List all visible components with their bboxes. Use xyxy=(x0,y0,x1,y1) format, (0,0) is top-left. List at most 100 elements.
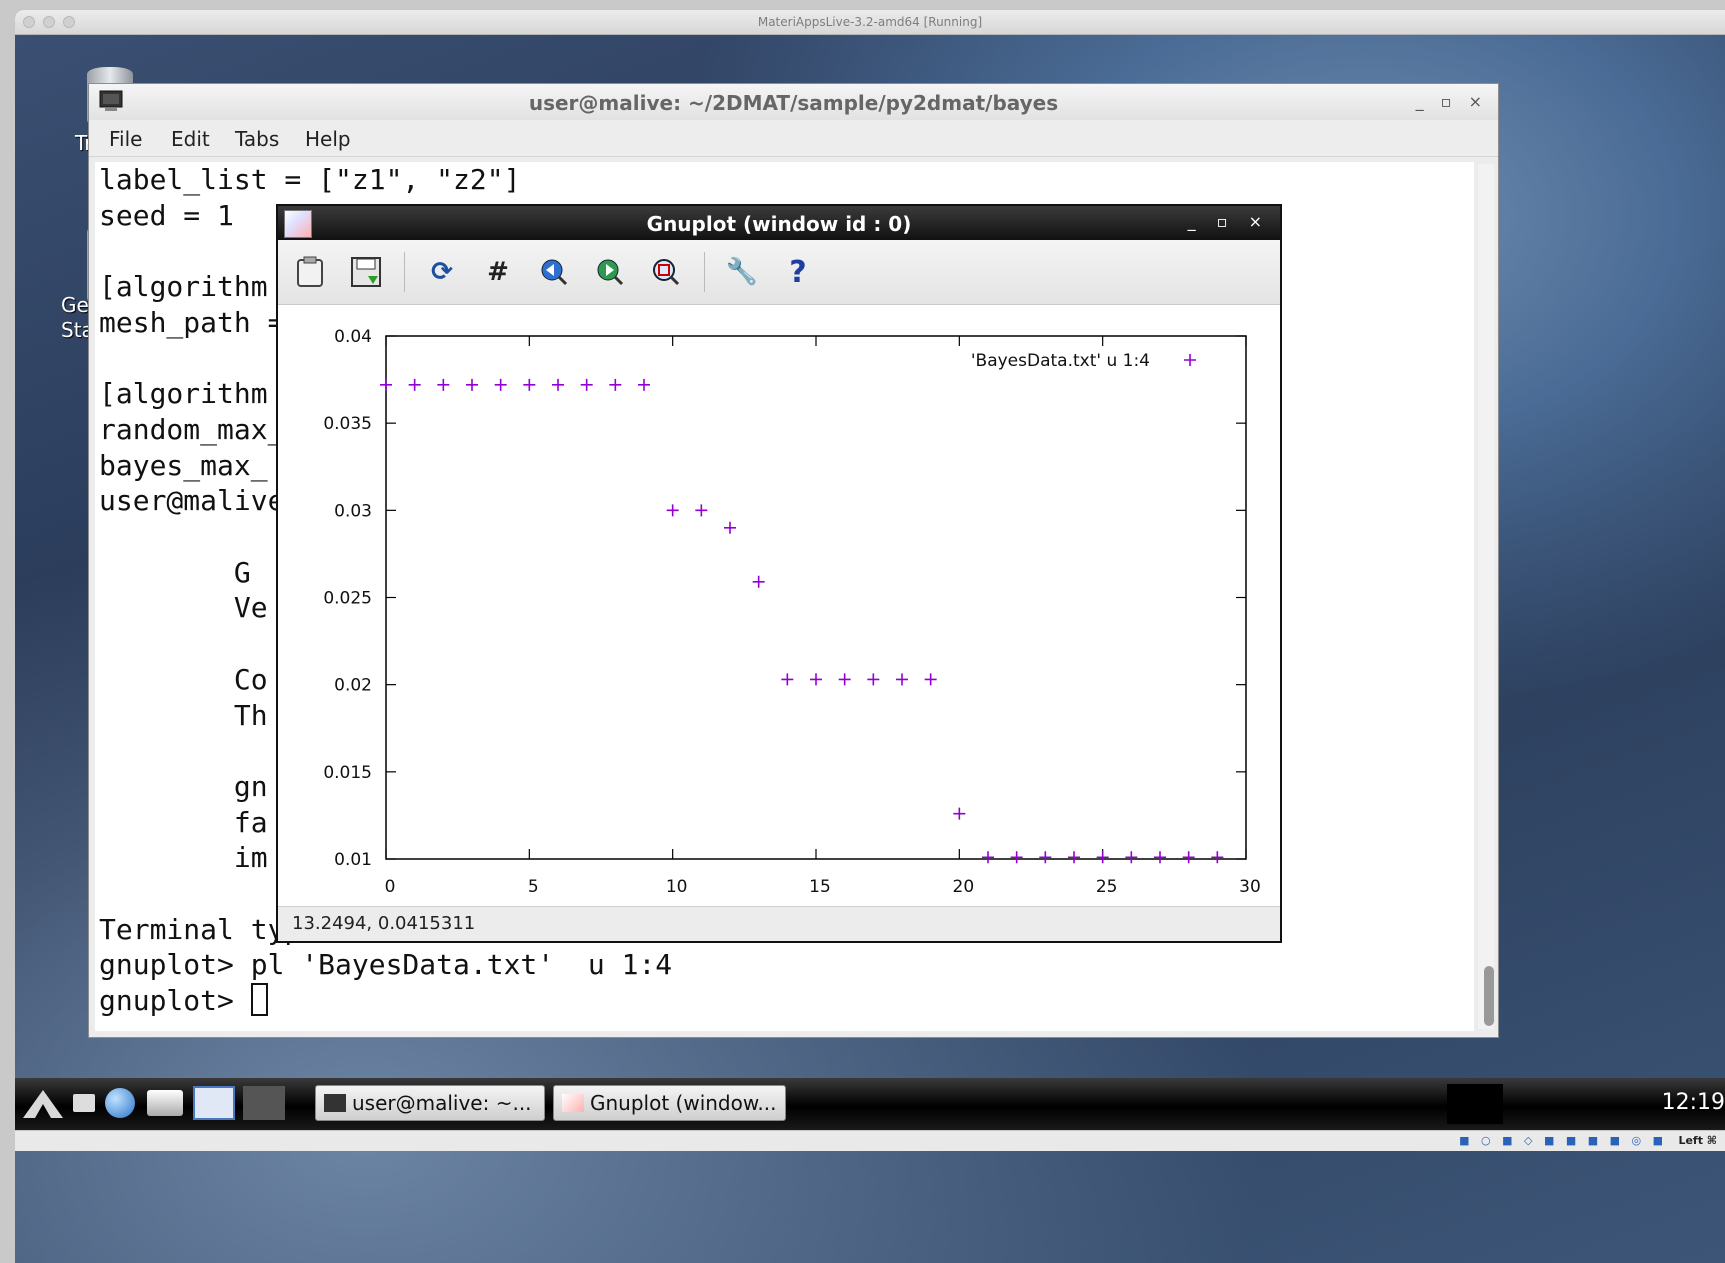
x-tick-label: 10 xyxy=(666,877,688,897)
copy-to-clipboard-icon[interactable] xyxy=(294,256,326,288)
data-point xyxy=(752,575,765,588)
replot-icon[interactable]: ⟳ xyxy=(431,257,453,287)
data-point xyxy=(1154,851,1166,864)
terminal-line: bayes_max_ xyxy=(99,448,268,482)
terminal-line: user@malive xyxy=(99,484,285,518)
data-point xyxy=(724,521,736,534)
taskbar: user@malive: ~... Gnuplot (window... 12:… xyxy=(15,1078,1725,1130)
plot-area[interactable]: 0.01 0.015 0.02 0.025 0.03 0.035 0.04 0 5 10 15 20 2… xyxy=(278,305,1280,908)
data-point xyxy=(781,673,794,686)
taskbar-item-label: Gnuplot (window... xyxy=(590,1091,777,1115)
x-tick-label: 30 xyxy=(1239,877,1261,897)
terminal-scrollbar[interactable] xyxy=(1478,164,1494,1029)
menu-edit[interactable]: Edit xyxy=(171,127,210,151)
terminal-icon xyxy=(324,1094,346,1112)
config-icon[interactable]: 🔧 xyxy=(725,257,759,287)
clock[interactable]: 12:19 xyxy=(1661,1090,1725,1115)
terminal-titlebar[interactable]: user@malive: ~/2DMAT/sample/py2dmat/baye… xyxy=(89,84,1498,121)
workspace-1[interactable] xyxy=(193,1086,235,1120)
data-point xyxy=(838,673,851,686)
host-titlebar: MateriAppsLive-3.2-amd64 [Running] xyxy=(15,10,1725,35)
tray-area xyxy=(1447,1084,1503,1124)
terminal-scrollbar-thumb[interactable] xyxy=(1484,966,1494,1026)
terminal-line: label_list = ["z1", "z2"] xyxy=(99,163,521,196)
taskbar-item-label: user@malive: ~... xyxy=(352,1091,532,1115)
gnuplot-titlebar[interactable]: Gnuplot (window id : 0) _ ▫ × xyxy=(278,206,1280,240)
zoom-circle-icon[interactable] xyxy=(63,16,75,28)
data-point xyxy=(437,378,450,391)
terminal-line: seed = 1 xyxy=(99,198,234,232)
browser-icon[interactable] xyxy=(105,1088,135,1118)
legend-label: 'BayesData.txt' u 1:4 xyxy=(971,351,1150,371)
x-tick-label: 15 xyxy=(809,877,831,897)
terminal-line: Ve xyxy=(99,591,268,625)
close-circle-icon[interactable] xyxy=(23,16,35,28)
data-point xyxy=(1068,851,1080,864)
terminal-line: gnuplot> xyxy=(99,983,268,1019)
legend-marker xyxy=(1184,354,1196,366)
previous-zoom-icon[interactable] xyxy=(538,256,570,288)
terminal-line: im xyxy=(99,841,268,875)
data-point xyxy=(523,378,536,391)
taskbar-item-gnuplot[interactable]: Gnuplot (window... xyxy=(553,1085,786,1121)
data-point xyxy=(552,378,564,391)
data-point xyxy=(494,378,507,391)
data-point xyxy=(982,851,994,864)
terminal-line: Th xyxy=(99,698,268,732)
gnuplot-toolbar: ⟳ # 🔧 ? xyxy=(278,240,1280,305)
data-point xyxy=(666,504,679,517)
data-point xyxy=(580,378,593,391)
autoscale-icon[interactable] xyxy=(650,256,682,288)
menu-help[interactable]: Help xyxy=(305,127,351,151)
menu-file[interactable]: File xyxy=(109,127,143,151)
data-point xyxy=(380,378,392,391)
y-tick-label: 0.02 xyxy=(334,676,372,696)
gnuplot-window-controls[interactable]: _ ▫ × xyxy=(1187,212,1270,231)
data-point xyxy=(1125,851,1138,864)
data-point xyxy=(1010,851,1023,864)
terminal-line: [algorithm xyxy=(99,270,268,304)
data-point xyxy=(810,673,822,686)
grid-icon[interactable]: # xyxy=(487,257,509,287)
data-point xyxy=(466,378,478,391)
gnuplot-window: Gnuplot (window id : 0) _ ▫ × ⟳ # 🔧 ? 0.… xyxy=(276,204,1282,943)
minimize-circle-icon[interactable] xyxy=(43,16,55,28)
taskbar-item-terminal[interactable]: user@malive: ~... xyxy=(315,1085,545,1121)
terminal-menubar: File Edit Tabs Help xyxy=(89,120,1498,157)
file-manager-icon[interactable] xyxy=(147,1090,183,1116)
terminal-cursor xyxy=(250,983,268,1017)
y-tick-label: 0.035 xyxy=(323,414,372,434)
next-zoom-icon[interactable] xyxy=(594,256,626,288)
show-desktop-icon[interactable] xyxy=(73,1094,95,1112)
workspace-2[interactable] xyxy=(243,1086,285,1120)
desktop-label-ge: Ge xyxy=(61,293,89,317)
host-statusbar: Left ⌘ ■ ○ ■ ◇ ■ ■ ■ ■ ◎ ■ xyxy=(15,1130,1725,1151)
data-point xyxy=(1182,851,1195,864)
x-tick-label: 5 xyxy=(528,877,539,897)
data-point xyxy=(695,504,708,517)
terminal-app-icon xyxy=(99,90,123,111)
terminal-line: [algorithm xyxy=(99,377,268,411)
scatter-chart[interactable]: 0.01 0.015 0.02 0.025 0.03 0.035 0.04 0 5 10 15 20 2… xyxy=(278,305,1280,908)
y-tick-label: 0.04 xyxy=(334,327,372,347)
menu-tabs[interactable]: Tabs xyxy=(235,127,280,151)
x-tick-label: 20 xyxy=(953,877,975,897)
data-point xyxy=(408,378,421,391)
data-point xyxy=(867,673,880,686)
terminal-window-controls[interactable]: _ ▫ × xyxy=(1415,92,1488,111)
data-point xyxy=(1096,851,1109,864)
save-icon[interactable] xyxy=(350,256,382,288)
y-tick-label: 0.025 xyxy=(323,589,372,609)
terminal-line: Co xyxy=(99,662,268,696)
gnuplot-icon xyxy=(562,1094,584,1112)
help-icon[interactable]: ? xyxy=(789,254,807,290)
data-point xyxy=(609,378,622,391)
data-point xyxy=(924,673,937,686)
terminal-line: G xyxy=(99,555,268,589)
data-point xyxy=(1211,851,1224,864)
terminal-title: user@malive: ~/2DMAT/sample/py2dmat/baye… xyxy=(528,91,1059,115)
start-menu-icon[interactable] xyxy=(21,1086,65,1120)
terminal-line: gnuplot> pl 'BayesData.txt' u 1:4 xyxy=(99,948,673,982)
cursor-coordinates: 13.2494, 0.0415311 xyxy=(292,913,476,934)
gnuplot-title: Gnuplot (window id : 0) xyxy=(646,212,912,236)
